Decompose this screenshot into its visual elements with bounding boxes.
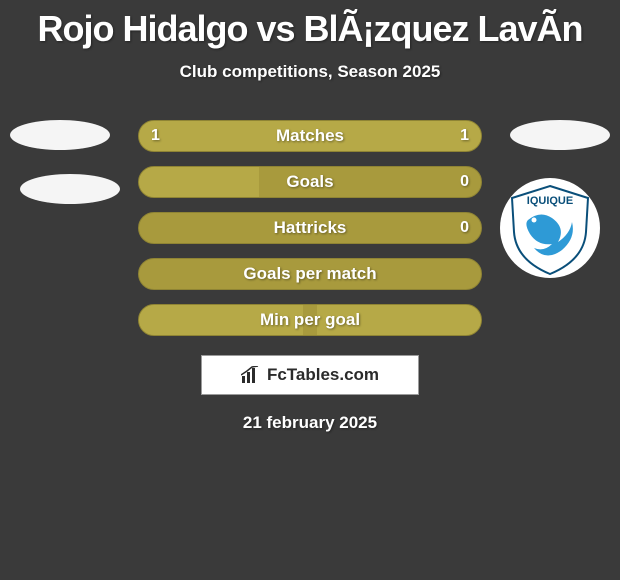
player1-photo-placeholder [10,120,110,150]
bars-icon [241,366,263,384]
stat-row-matches: 1 Matches 1 [138,120,482,152]
stat-row-hattricks: Hattricks 0 [138,212,482,244]
brand-text: FcTables.com [267,365,379,385]
player2-photo-placeholder [510,120,610,150]
stat-row-goals-per-match: Goals per match [138,258,482,290]
player2-club-logo: IQUIQUE [500,178,600,278]
player1-club-placeholder [20,174,120,204]
stat-label: Goals [139,167,481,197]
stat-label: Goals per match [139,259,481,289]
stat-value-right: 0 [460,213,469,243]
stat-row-min-per-goal: Min per goal [138,304,482,336]
club-name-text: IQUIQUE [527,195,573,207]
stat-value-right: 0 [460,167,469,197]
page-subtitle: Club competitions, Season 2025 [0,62,620,82]
stat-bars: 1 Matches 1 Goals 0 Hattricks 0 Goals pe… [138,120,482,350]
stat-label: Matches [139,121,481,151]
page-title: Rojo Hidalgo vs BlÃ¡zquez LavÃ­n [0,0,620,50]
date-label: 21 february 2025 [0,413,620,433]
stat-label: Hattricks [139,213,481,243]
brand-badge[interactable]: FcTables.com [201,355,419,395]
stat-value-right: 1 [460,121,469,151]
stat-row-goals: Goals 0 [138,166,482,198]
iquique-shield-icon: IQUIQUE [500,178,600,278]
stat-label: Min per goal [139,305,481,335]
